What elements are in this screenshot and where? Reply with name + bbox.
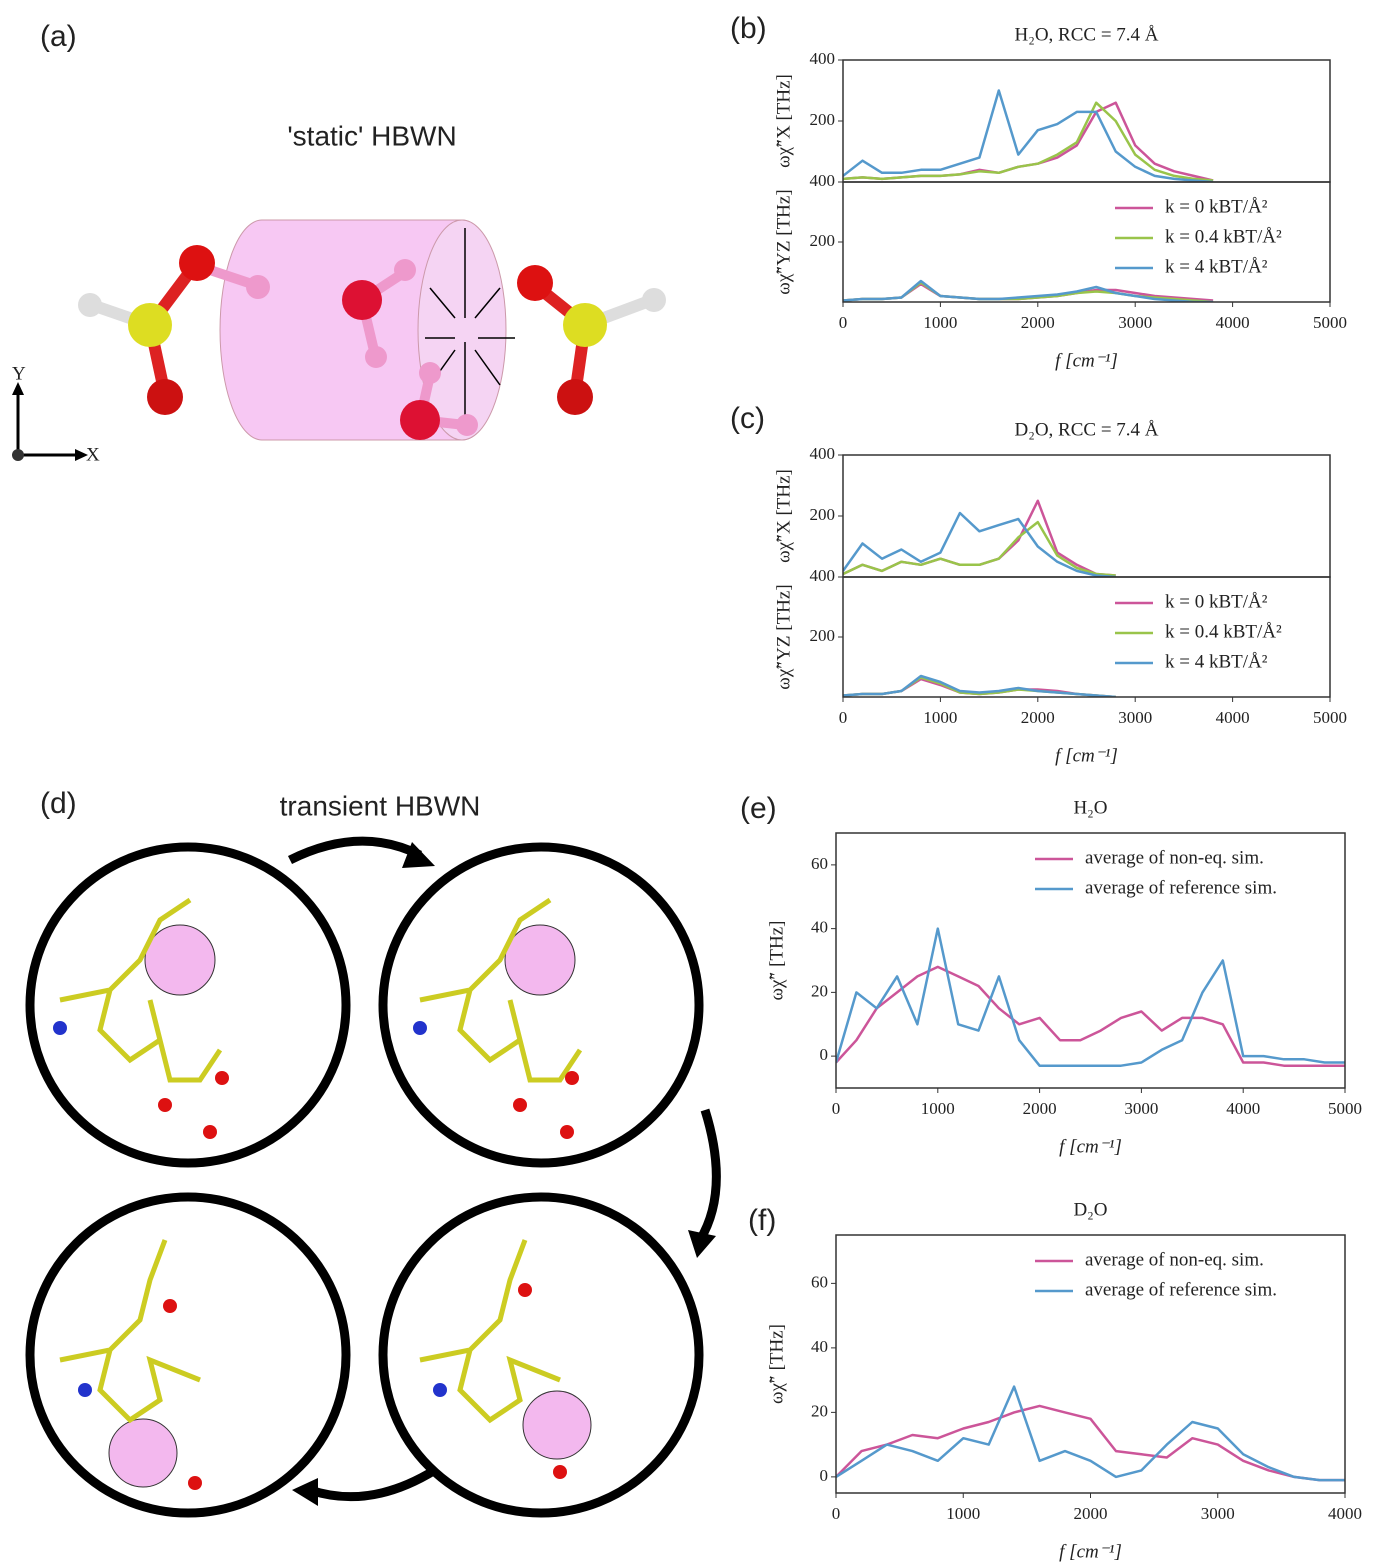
x-tick-label: 5000	[1313, 313, 1347, 332]
legend-label: k = 0 kBT/Å²	[1165, 196, 1268, 217]
x-tick-label: 1000	[923, 708, 957, 727]
legend-label: k = 0 kBT/Å²	[1165, 591, 1268, 612]
panel-label: (e)	[740, 792, 777, 825]
x-axis-label: f [cm⁻¹]	[1055, 745, 1118, 766]
x-tick-label: 0	[839, 708, 848, 727]
y-tick-label: 40	[811, 918, 828, 937]
y-tick-label: 200	[810, 505, 836, 524]
y-tick-label: 60	[811, 1272, 828, 1291]
x-tick-label: 2000	[1074, 1504, 1108, 1523]
x-tick-label: 3000	[1118, 313, 1152, 332]
axis-label: X	[86, 444, 100, 465]
chart-title: D₂O, RCC = 7.4 Å	[1014, 419, 1158, 440]
x-tick-label: 0	[832, 1099, 841, 1118]
panel-label: (d)	[40, 787, 77, 820]
x-tick-label: 2000	[1021, 313, 1055, 332]
illustration-title: transient HBWN	[280, 790, 481, 821]
y-tick-label: 20	[811, 1401, 828, 1420]
y-tick-label: 400	[810, 49, 836, 68]
panel-label: (f)	[748, 1204, 776, 1237]
x-tick-label: 0	[832, 1504, 841, 1523]
chart-title: H₂O	[1073, 797, 1107, 818]
x-tick-label: 5000	[1328, 1099, 1362, 1118]
legend-label: k = 4 kBT/Å²	[1165, 256, 1268, 277]
panel-label: (a)	[40, 20, 77, 53]
y-axis-label: ωχ̃″ [THz]	[766, 920, 787, 1000]
y-axis-label: ωχ̃″X [THz]	[773, 74, 794, 168]
y-axis-label: ωχ̃″YZ [THz]	[773, 189, 794, 294]
x-tick-label: 3000	[1124, 1099, 1158, 1118]
illustration-title: 'static' HBWN	[287, 120, 456, 151]
x-tick-label: 0	[839, 313, 848, 332]
x-tick-label: 3000	[1118, 708, 1152, 727]
x-tick-label: 4000	[1226, 1099, 1260, 1118]
panel-label: (c)	[730, 402, 765, 435]
legend-label: average of reference sim.	[1085, 877, 1277, 898]
x-axis-label: f [cm⁻¹]	[1055, 350, 1118, 371]
x-tick-label: 1000	[946, 1504, 980, 1523]
legend-label: average of non-eq. sim.	[1085, 847, 1264, 868]
legend-label: k = 4 kBT/Å²	[1165, 651, 1268, 672]
legend-label: k = 0.4 kBT/Å²	[1165, 621, 1282, 642]
y-tick-label: 0	[820, 1466, 829, 1485]
axis-label: Y	[12, 363, 26, 384]
x-tick-label: 4000	[1216, 313, 1250, 332]
y-axis-label: ωχ̃″YZ [THz]	[773, 584, 794, 689]
x-tick-label: 4000	[1216, 708, 1250, 727]
x-tick-label: 4000	[1328, 1504, 1362, 1523]
y-tick-label: 400	[810, 566, 836, 585]
x-axis-label: f [cm⁻¹]	[1059, 1136, 1122, 1157]
y-axis-label: ωχ̃″ [THz]	[766, 1324, 787, 1404]
x-axis-label: f [cm⁻¹]	[1059, 1541, 1122, 1562]
legend-label: k = 0.4 kBT/Å²	[1165, 226, 1282, 247]
y-tick-label: 400	[810, 171, 836, 190]
y-tick-label: 200	[810, 110, 836, 129]
x-tick-label: 3000	[1201, 1504, 1235, 1523]
chart-title: D₂O	[1073, 1199, 1107, 1220]
x-tick-label: 1000	[921, 1099, 955, 1118]
legend-label: average of reference sim.	[1085, 1279, 1277, 1300]
x-tick-label: 2000	[1021, 708, 1055, 727]
panel-label: (b)	[730, 12, 767, 45]
y-tick-label: 40	[811, 1337, 828, 1356]
y-tick-label: 400	[810, 444, 836, 463]
y-tick-label: 200	[810, 231, 836, 250]
y-tick-label: 20	[811, 981, 828, 1000]
y-tick-label: 200	[810, 626, 836, 645]
x-tick-label: 1000	[923, 313, 957, 332]
figure: (a) (b) (c) (d) (e) (f) 'static' HBWN	[0, 0, 1373, 1566]
y-axis-label: ωχ̃″X [THz]	[773, 469, 794, 563]
y-tick-label: 0	[820, 1045, 829, 1064]
x-tick-label: 2000	[1023, 1099, 1057, 1118]
chart-title: H₂O, RCC = 7.4 Å	[1014, 24, 1158, 45]
y-tick-label: 60	[811, 854, 828, 873]
x-tick-label: 5000	[1313, 708, 1347, 727]
legend-label: average of non-eq. sim.	[1085, 1249, 1264, 1270]
